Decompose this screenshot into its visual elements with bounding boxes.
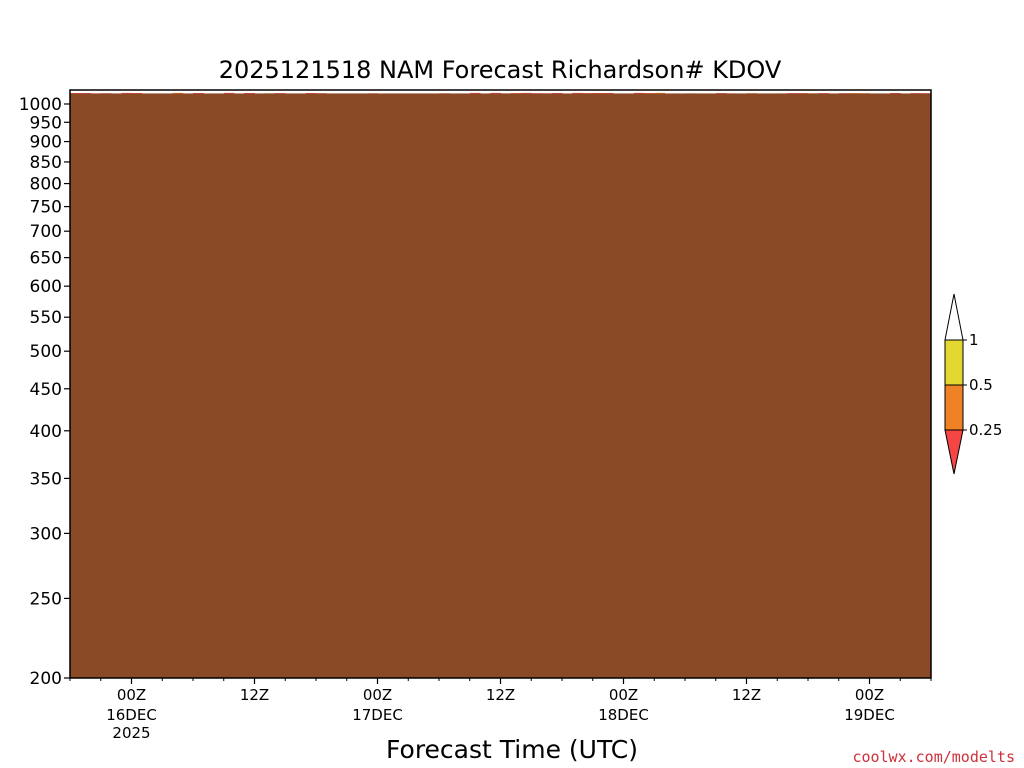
chart-title: 2025121518 NAM Forecast Richardson# KDOV — [219, 56, 782, 84]
xtick-label: 00Z — [117, 686, 146, 704]
pressure-axis: 200 250 300 350 400 450 500 550 600 650 700 750 8008… — [19, 95, 70, 689]
ytick-label: 850 — [30, 153, 62, 173]
ytick-label: 650 — [30, 249, 62, 269]
colorbar-top-arrow — [944, 293, 964, 341]
x-axis-label: Forecast Time (UTC) — [386, 735, 638, 764]
surface-ground-bar — [70, 93, 931, 679]
xtick-date: 17DEC — [352, 706, 403, 724]
xtick-label: 00Z — [609, 686, 638, 704]
colorbar-label: 0.5 — [969, 376, 993, 394]
ytick-label: 600 — [30, 277, 62, 297]
ytick-label: 300 — [30, 524, 62, 544]
ytick-label: 1000 — [19, 95, 62, 115]
ytick-label: 950 — [30, 113, 62, 133]
ytick-label: 200 — [30, 669, 62, 689]
xtick-date: 16DEC — [106, 706, 157, 724]
site-watermark: coolwx.com/modelts — [852, 748, 1015, 766]
ytick-label: 450 — [30, 380, 62, 400]
xtick-date: 2025 — [112, 724, 150, 742]
xtick-date: 19DEC — [844, 706, 895, 724]
colorbar-bottom-arrow — [944, 429, 964, 475]
xtick-label: 00Z — [363, 686, 392, 704]
colorbar-legend: 1 0.5 0.25 — [944, 293, 1002, 475]
xtick-label: 00Z — [855, 686, 884, 704]
ytick-label: 350 — [30, 469, 62, 489]
ytick-label: 800 — [30, 175, 62, 195]
xtick-label: 12Z — [486, 686, 515, 704]
ytick-label: 900 — [30, 133, 62, 153]
xtick-label: 12Z — [732, 686, 761, 704]
colorbar-label: 0.25 — [969, 421, 1002, 439]
colorbar-label: 1 — [969, 331, 979, 349]
ytick-label: 550 — [30, 308, 62, 328]
ytick-label: 400 — [30, 422, 62, 442]
ytick-label: 500 — [30, 342, 62, 362]
colorbar-orange — [944, 384, 964, 431]
xtick-label: 12Z — [240, 686, 269, 704]
ytick-label: 750 — [30, 198, 62, 218]
xtick-date: 18DEC — [598, 706, 649, 724]
plot-area — [69, 89, 932, 679]
ytick-label: 250 — [30, 589, 62, 609]
colorbar-yellow — [944, 339, 964, 386]
ytick-label: 700 — [30, 222, 62, 242]
